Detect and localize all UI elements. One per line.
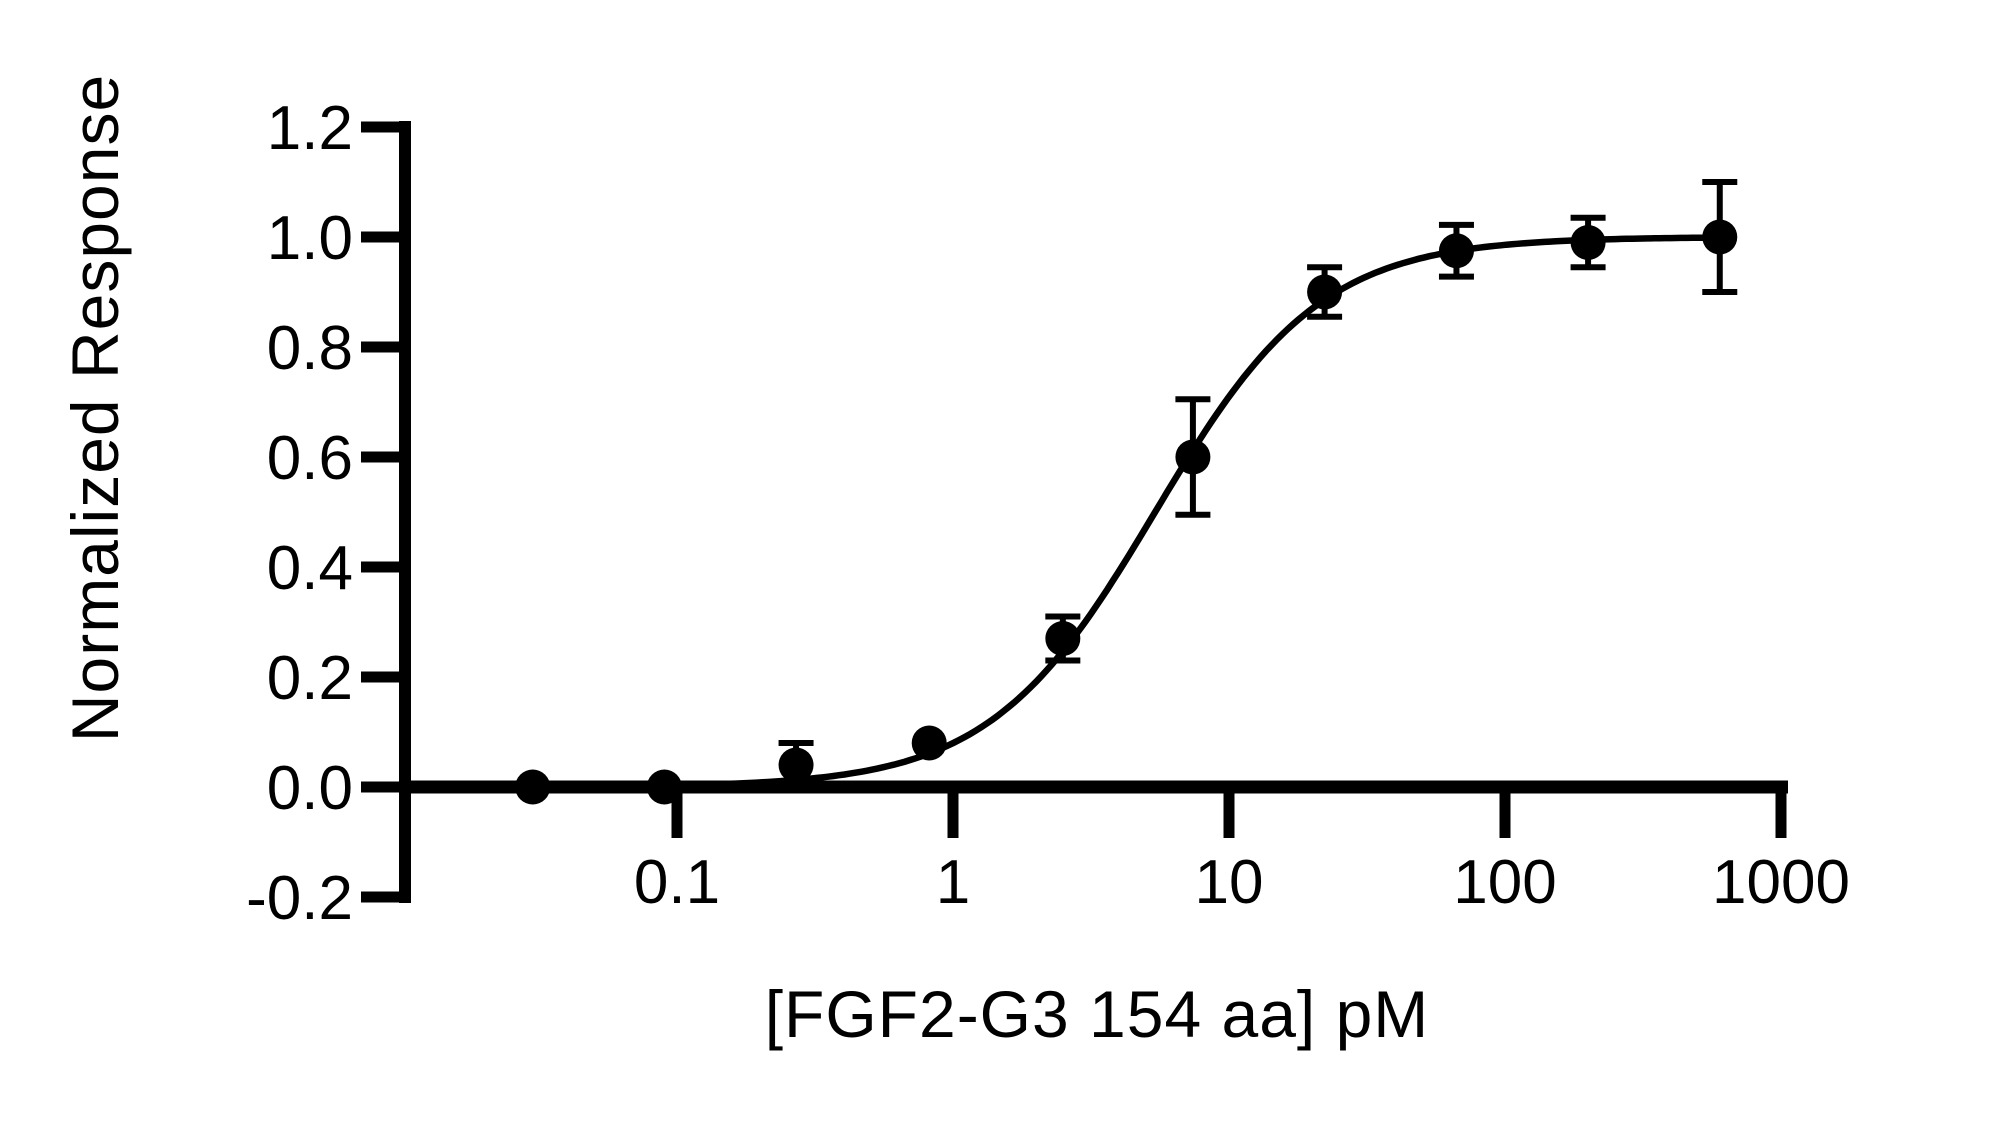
y-tick-label: 1.0 <box>267 204 353 273</box>
x-tick-label: 10 <box>1195 848 1264 917</box>
data-point <box>1438 233 1474 269</box>
data-point <box>646 769 682 805</box>
y-tick-label: -0.2 <box>246 864 353 933</box>
data-point <box>515 769 551 805</box>
data-point <box>1175 439 1211 475</box>
fit-curve <box>406 234 1720 791</box>
y-tick-label: 0.2 <box>267 644 353 713</box>
y-tick-label: 1.2 <box>267 94 353 163</box>
axes-layer: 1.2 1.0 0.8 0.6 0.4 0.2 0.0 -0.2 0.1 1 10 100 1000 <box>246 94 1850 933</box>
data-point <box>778 747 814 783</box>
y-tick-label: 0.4 <box>267 534 353 603</box>
data-point <box>1702 219 1738 255</box>
x-tick-label: 1000 <box>1712 848 1850 917</box>
x-axis-title: [FGF2-G3 154 aa] pM <box>765 977 1430 1051</box>
y-tick-label: 0.8 <box>267 314 353 383</box>
data-point <box>1307 274 1343 310</box>
x-tick-label: 0.1 <box>634 848 720 917</box>
x-tick-label: 100 <box>1453 848 1556 917</box>
data-point <box>1045 621 1081 656</box>
data-points-layer <box>515 179 1738 805</box>
data-point <box>1570 225 1606 260</box>
y-tick-label: 0.6 <box>267 424 353 493</box>
y-tick-label: 0.0 <box>267 754 353 823</box>
x-tick-label: 1 <box>936 848 970 917</box>
data-point <box>911 725 947 761</box>
fit-curve-layer <box>406 234 1720 791</box>
y-axis-title: Normalized Response <box>58 74 132 742</box>
